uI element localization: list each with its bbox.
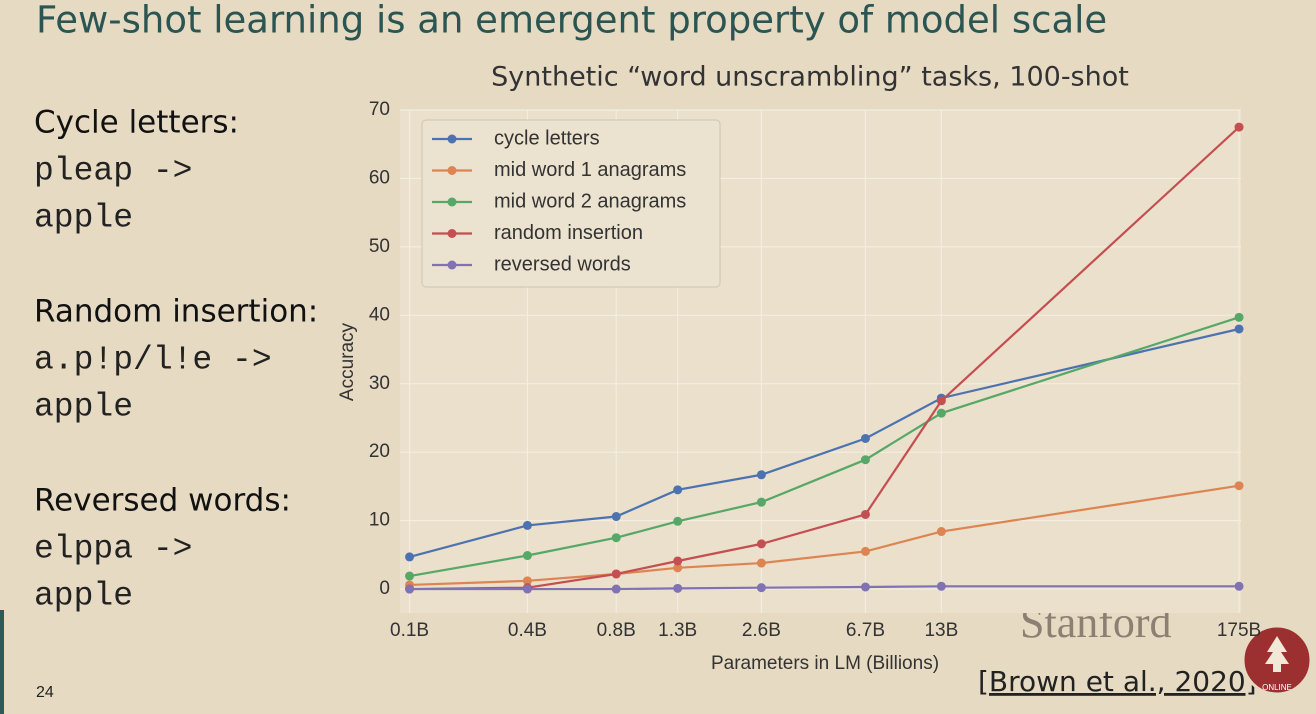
data-point: [860, 433, 870, 443]
data-point: [522, 520, 532, 530]
example-heading: Reversed words:: [34, 483, 291, 519]
citation[interactable]: [Brown et al., 2020]: [978, 665, 1257, 698]
data-point: [1234, 481, 1244, 491]
data-point: [936, 408, 946, 418]
examples: Cycle letters: pleap -> apple Random insert…: [34, 105, 318, 615]
series-line: [409, 126, 1240, 591]
x-tick-label: 0.4B: [508, 620, 547, 641]
data-point: [860, 455, 870, 465]
data-point: [611, 569, 621, 579]
x-tick-label: 175B: [1217, 620, 1261, 641]
page-number: 24: [36, 684, 54, 701]
data-point: [522, 576, 532, 586]
data-point: [756, 558, 766, 568]
data-point: [405, 552, 415, 562]
data-point: [756, 583, 766, 593]
data-point: [1234, 581, 1244, 591]
data-point: [522, 551, 532, 561]
x-tick-label: 13B: [924, 620, 958, 641]
data-point: [673, 583, 683, 593]
data-point: [860, 546, 870, 556]
data-point: [673, 556, 683, 566]
data-point: [1234, 324, 1244, 334]
y-tick-label: 40: [369, 304, 390, 325]
data-point: [405, 571, 415, 581]
series-line: [409, 484, 1240, 587]
data-point: [936, 396, 946, 406]
chart: Synthetic “word unscrambling” tasks, 100…: [337, 62, 1261, 675]
slide-title: Few-shot learning is an emergent propert…: [36, 0, 1107, 42]
data-point: [1234, 312, 1244, 322]
example-line: apple: [34, 200, 133, 237]
data-point: [611, 584, 621, 594]
y-tick-label: 30: [369, 373, 390, 394]
y-axis-label: Accuracy: [337, 322, 358, 401]
data-point: [1234, 122, 1244, 132]
legend-marker: [447, 166, 457, 175]
example-line: pleap ->: [34, 153, 192, 190]
data-point: [756, 497, 766, 507]
legend-label: reversed words: [494, 253, 631, 275]
example-line: apple: [34, 389, 133, 426]
legend-marker: [447, 134, 457, 144]
data-point: [673, 516, 683, 526]
data-point: [611, 533, 621, 543]
y-tick-label: 50: [369, 236, 390, 257]
x-axis-label: Parameters in LM (Billions): [711, 653, 939, 674]
legend-label: mid word 1 anagrams: [494, 159, 686, 181]
chart-title: Synthetic “word unscrambling” tasks, 100…: [491, 62, 1129, 93]
series-line: [409, 585, 1240, 591]
data-point: [611, 512, 621, 522]
x-tick-label: 6.7B: [846, 620, 885, 641]
data-point: [522, 584, 532, 594]
series-line: [409, 327, 1240, 558]
legend-label: mid word 2 anagrams: [494, 190, 686, 212]
legend-label: random insertion: [494, 222, 643, 244]
data-point: [860, 582, 870, 592]
data-point: [673, 563, 683, 573]
y-tick-label: 10: [369, 510, 390, 531]
x-tick-label: 1.3B: [658, 620, 697, 641]
data-point: [936, 527, 946, 537]
y-tick-label: 0: [379, 578, 390, 599]
example-heading: Cycle letters:: [34, 105, 239, 141]
data-point: [860, 509, 870, 519]
x-tick-label: 0.8B: [597, 620, 636, 641]
x-tick-label: 2.6B: [742, 620, 781, 641]
data-point: [756, 470, 766, 480]
accent-bar: [0, 610, 4, 714]
badge-text: ONLINE: [1262, 683, 1292, 692]
legend-marker: [447, 260, 457, 270]
legend-marker: [447, 197, 457, 207]
y-tick-label: 20: [369, 441, 390, 462]
data-point: [673, 485, 683, 495]
example-line: elppa ->: [34, 531, 192, 568]
data-point: [405, 584, 415, 594]
example-line: apple: [34, 578, 133, 615]
y-tick-label: 60: [369, 167, 390, 188]
data-point: [756, 539, 766, 549]
example-line: a.p!p/l!e ->: [34, 342, 272, 379]
y-tick-label: 70: [369, 99, 390, 120]
x-tick-label: 0.1B: [390, 620, 429, 641]
legend-label: cycle letters: [494, 127, 600, 149]
example-heading: Random insertion:: [34, 294, 318, 330]
legend-box: [421, 119, 721, 288]
badge-tree: [1265, 636, 1289, 672]
legend-marker: [447, 229, 457, 238]
data-point: [936, 581, 946, 591]
